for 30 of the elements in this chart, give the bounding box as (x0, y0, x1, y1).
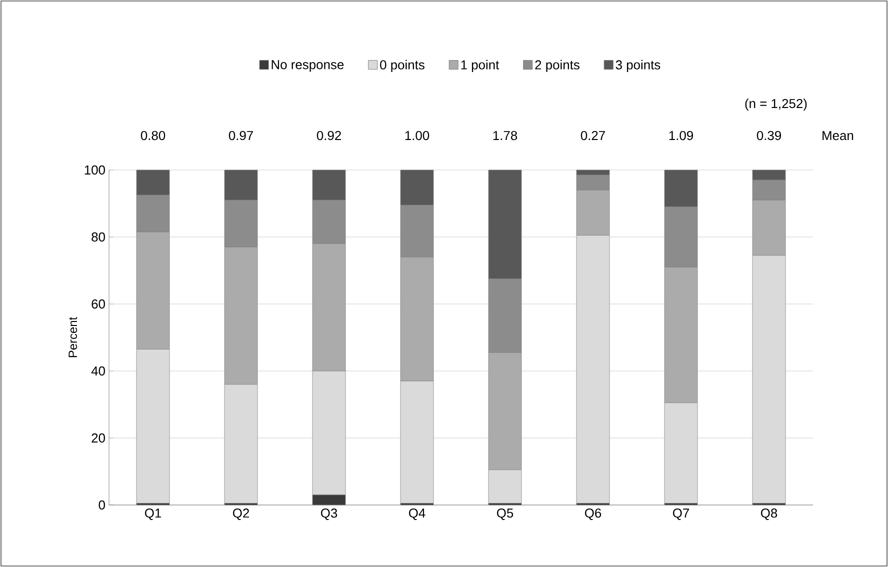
y-tick-label: 20 (92, 433, 105, 443)
x-tick-label: Q7 (672, 508, 689, 520)
x-tick-label: Q3 (320, 508, 338, 520)
text: 1.78 (493, 130, 518, 140)
legend-label: 2 points (535, 60, 580, 72)
x-tick-label: Q1 (144, 508, 162, 520)
text: 0.92 (316, 130, 341, 140)
text: 0.97 (228, 130, 253, 140)
legend-label: 0 points (380, 60, 424, 72)
x-tick-label: Q5 (496, 508, 514, 520)
legend-label: 3 points (616, 60, 660, 72)
legend-label: 1 point (461, 60, 500, 72)
text: 0.39 (756, 130, 781, 140)
y-tick-label: 0 (98, 500, 105, 510)
x-tick-label: Q2 (232, 508, 249, 520)
x-tick-label: Q8 (760, 508, 778, 520)
legend-label: No response (272, 60, 344, 72)
y-axis-title: Percent (68, 316, 78, 358)
y-tick-label: 40 (91, 366, 105, 376)
x-tick-label: Q4 (408, 508, 426, 520)
text: 0.27 (580, 130, 605, 140)
text: 0.80 (140, 130, 166, 140)
text: 1.00 (405, 130, 430, 140)
text: Mean (822, 131, 854, 140)
text: 1.09 (669, 130, 693, 140)
text: (n = 1,252) (745, 98, 807, 111)
x-tick-label: Q6 (584, 508, 602, 520)
y-tick-label: 100 (84, 165, 105, 175)
y-tick-label: 60 (92, 299, 105, 309)
y-tick-label: 80 (92, 232, 105, 242)
